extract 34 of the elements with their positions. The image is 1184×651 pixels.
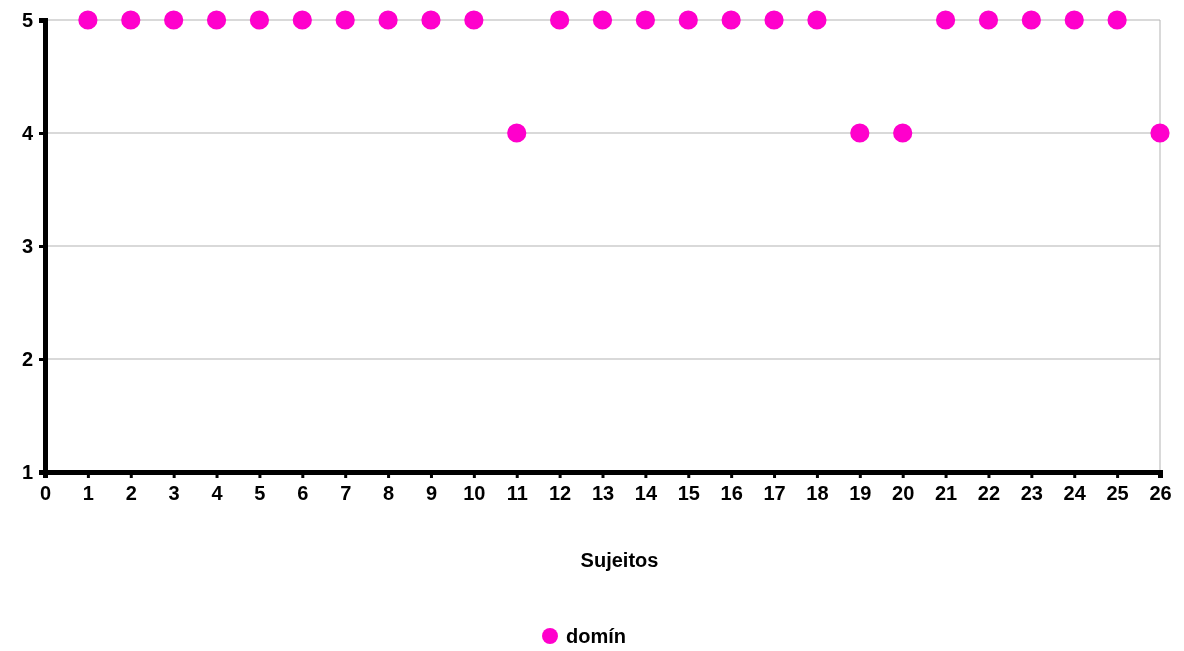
y-tick-label: 5 xyxy=(21,8,33,31)
x-tick-label: 4 xyxy=(211,482,224,505)
x-tick-label: 20 xyxy=(892,482,915,505)
x-tick-label: 5 xyxy=(254,482,266,505)
x-tick-label: 2 xyxy=(125,482,137,505)
y-tick-label: 4 xyxy=(21,121,34,144)
x-tick-label: 10 xyxy=(463,482,486,505)
x-tick-label: 23 xyxy=(1020,482,1043,505)
x-tick-label: 26 xyxy=(1149,482,1172,505)
y-tick-label: 2 xyxy=(21,347,33,370)
x-tick-label: 3 xyxy=(168,482,180,505)
x-tick-label: 17 xyxy=(763,482,786,505)
x-tick-label: 0 xyxy=(39,482,52,505)
x-tick-label: 7 xyxy=(340,482,352,505)
legend-label: domín xyxy=(566,625,626,647)
x-tick-label: 15 xyxy=(677,482,700,505)
x-axis-title: Sujeitos xyxy=(580,549,659,571)
x-tick-label: 18 xyxy=(806,482,829,505)
x-tick-label: 12 xyxy=(548,482,572,505)
x-tick-label: 9 xyxy=(425,482,438,505)
x-tick-label: 24 xyxy=(1063,482,1087,505)
x-tick-label: 1 xyxy=(82,482,94,505)
x-tick-label: 6 xyxy=(297,482,309,505)
x-tick-label: 8 xyxy=(383,482,395,505)
x-tick-label: 13 xyxy=(591,482,615,505)
x-tick-label: 16 xyxy=(720,482,743,505)
x-tick-label: 19 xyxy=(849,482,872,505)
x-tick-label: 21 xyxy=(934,482,958,505)
x-tick-label: 22 xyxy=(977,482,1001,505)
x-tick-label: 14 xyxy=(634,482,658,505)
y-tick-label: 1 xyxy=(21,460,33,483)
y-tick-label: 3 xyxy=(21,234,33,257)
x-tick-label: 11 xyxy=(506,482,528,505)
x-tick-label: 25 xyxy=(1106,482,1129,505)
